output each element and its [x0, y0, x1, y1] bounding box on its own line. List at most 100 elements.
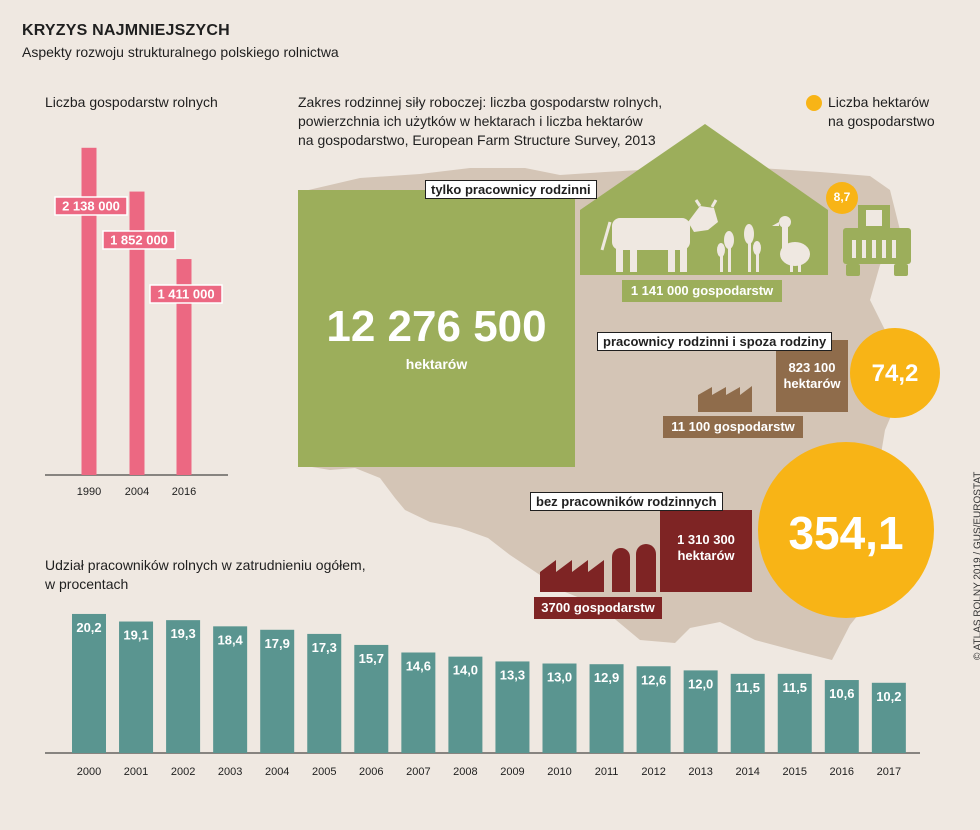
- silo-2-base: [636, 556, 656, 592]
- employment-bar: [683, 670, 718, 753]
- brown-buildings-shape: [698, 386, 752, 412]
- bubble-small-value: 8,7: [833, 190, 851, 204]
- legend-line: Liczba hektarów: [828, 94, 930, 110]
- darkred-hectares-value: 1 310 300 hektarów: [660, 532, 752, 564]
- green-hectares-block: [298, 190, 575, 467]
- employment-bar: [589, 664, 624, 753]
- farms-tick-label: 2016: [172, 486, 196, 498]
- employment-data-label: 17,3: [312, 640, 337, 655]
- farms-tick-label: 2004: [125, 486, 149, 498]
- farms-bar: [129, 191, 145, 475]
- employment-tick-label: 2008: [453, 766, 477, 778]
- employment-tick-label: 2003: [218, 766, 242, 778]
- employment-bar: [871, 682, 906, 753]
- employment-tick-label: 2012: [641, 766, 665, 778]
- employment-data-label: 14,0: [453, 663, 478, 678]
- employment-bars: 20,2 2000 19,1 2001 19,3 2002 18,4 2003 17,9 2004…: [72, 613, 906, 778]
- bubble-small: [826, 182, 858, 214]
- farms-bars: 2 138 000 1990 1 852 000 2004 1 411 000 2016: [54, 147, 223, 498]
- group-non-family: [534, 442, 934, 619]
- employment-tick-label: 2011: [595, 766, 619, 778]
- group-mixed: [663, 328, 940, 438]
- legend-text: Liczba hektarów na gospodarstwo: [828, 93, 935, 131]
- employment-tick-label: 2017: [877, 766, 901, 778]
- employment-tick-label: 2007: [406, 766, 430, 778]
- employment-data-label: 11,5: [735, 680, 760, 695]
- darkred-hectares-line: 1 310 300: [677, 532, 735, 547]
- employment-data-label: 10,6: [829, 686, 854, 701]
- goose-icon: [772, 216, 810, 272]
- farms-data-label-box: [54, 196, 128, 216]
- employment-tick-label: 2004: [265, 766, 289, 778]
- farms-data-label-box: [102, 230, 176, 250]
- employment-bar: [777, 673, 812, 753]
- employment-bar: [730, 673, 765, 753]
- panel-title-line: powierzchnia ich użytków w hektarach i l…: [298, 113, 643, 129]
- employment-bar: [401, 652, 436, 753]
- employment-data-label: 12,0: [688, 676, 713, 691]
- employment-tick-label: 2010: [547, 766, 571, 778]
- employment-data-label: 13,3: [500, 667, 525, 682]
- employment-data-label: 18,4: [217, 632, 243, 647]
- green-farms-value: 1 141 000 gospodarstw: [630, 283, 774, 298]
- employment-tick-label: 2002: [171, 766, 195, 778]
- employment-data-label: 12,9: [594, 670, 619, 685]
- tag-non-family: bez pracowników rodzinnych: [530, 492, 723, 511]
- brown-hectares-block: [776, 340, 848, 412]
- brown-farms-value: 11 100 gospodarstw: [671, 419, 795, 434]
- employment-bar: [354, 644, 389, 753]
- darkred-hectares-block: [660, 510, 752, 592]
- employment-tick-label: 2005: [312, 766, 336, 778]
- brown-hectares-line: 823 100: [788, 360, 836, 375]
- employment-tick-label: 2016: [830, 766, 854, 778]
- employment-bar: [260, 629, 295, 753]
- farms-data-label: 1 411 000: [157, 287, 214, 302]
- bubble-large: [758, 442, 934, 618]
- employment-data-label: 20,2: [76, 620, 101, 635]
- panel-title: Zakres rodzinnej siły roboczej: liczba g…: [298, 93, 662, 150]
- farms-data-label: 2 138 000: [62, 199, 120, 214]
- employment-title-line: Udział pracowników rolnych w zatrudnieni…: [45, 557, 366, 573]
- farms-data-label: 1 852 000: [110, 233, 168, 248]
- tag-mixed: pracownicy rodzinni i spoza rodziny: [597, 332, 833, 351]
- employment-bar: [448, 656, 483, 753]
- employment-bar: [119, 621, 154, 753]
- group-family-only: [298, 124, 911, 467]
- employment-tick-label: 2006: [359, 766, 383, 778]
- employment-data-label: 19,3: [170, 626, 195, 641]
- employment-bar: [166, 620, 201, 753]
- employment-tick-label: 2015: [783, 766, 807, 778]
- legend-dot-icon: [806, 95, 822, 111]
- employment-chart: 20,2 2000 19,1 2001 19,3 2002 18,4 2003 17,9 2004…: [45, 613, 920, 778]
- bubble-medium: [850, 328, 940, 418]
- employment-tick-label: 2001: [124, 766, 148, 778]
- page-subtitle: Aspekty rozwoju strukturalnego polskiego…: [22, 44, 339, 60]
- page-title: KRYZYS NAJMNIEJSZYCH: [22, 22, 230, 39]
- darkred-hectares-line: hektarów: [677, 548, 735, 563]
- darkred-farms-value: 3700 gospodarstw: [541, 600, 655, 615]
- farms-chart: 2 138 000 1990 1 852 000 2004 1 411 000 2016: [45, 147, 228, 498]
- legend-line: na gospodarstwo: [828, 113, 935, 129]
- employment-tick-label: 2009: [500, 766, 524, 778]
- tag-family-only: tylko pracownicy rodzinni: [425, 180, 597, 199]
- bubble-medium-value: 74,2: [871, 360, 919, 387]
- employment-data-label: 17,9: [265, 636, 290, 651]
- employment-tick-label: 2013: [688, 766, 712, 778]
- farms-tick-label: 1990: [77, 486, 101, 498]
- green-hectares-unit: hektarów: [405, 356, 468, 372]
- darkred-farms-box: [534, 597, 662, 619]
- employment-bar: [72, 613, 106, 753]
- farms-chart-title: Liczba gospodarstw rolnych: [45, 94, 218, 110]
- green-farms-box: [622, 280, 782, 302]
- employment-chart-title: Udział pracowników rolnych w zatrudnieni…: [45, 556, 366, 594]
- farms-bar: [176, 259, 192, 475]
- employment-data-label: 14,6: [406, 658, 431, 673]
- brown-farms-box: [663, 416, 803, 438]
- employment-tick-label: 2014: [735, 766, 759, 778]
- employment-data-label: 15,7: [359, 651, 384, 666]
- bubble-large-value: 354,1: [788, 507, 904, 559]
- employment-bar: [213, 626, 248, 753]
- green-hectares-value: 12 276 500: [326, 302, 547, 351]
- employment-bar: [307, 633, 342, 753]
